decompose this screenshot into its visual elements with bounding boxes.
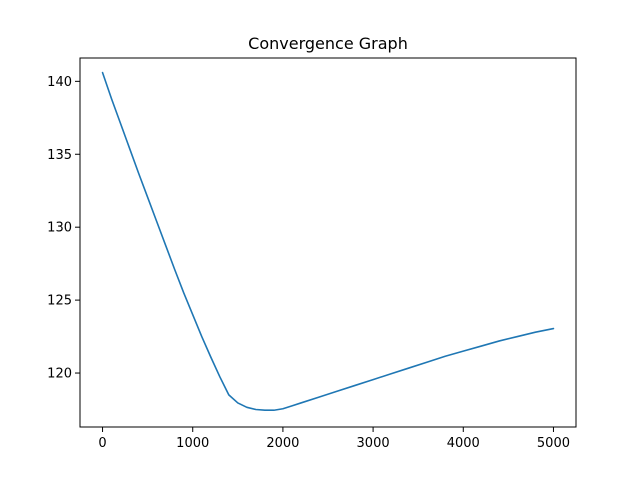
x-tick-label: 4000 xyxy=(447,436,480,451)
y-tick-label: 120 xyxy=(47,367,72,382)
y-tick-label: 140 xyxy=(47,75,72,90)
x-tick-label: 2000 xyxy=(266,436,299,451)
x-tick-label: 3000 xyxy=(357,436,390,451)
x-axis-ticks: 0 1000 2000 3000 4000 5000 xyxy=(98,427,570,451)
y-axis-ticks: 120 125 130 135 140 xyxy=(47,75,80,382)
convergence-line xyxy=(101,71,555,412)
y-tick-label: 130 xyxy=(47,221,72,236)
chart-title: Convergence Graph xyxy=(248,34,408,53)
y-tick-label: 135 xyxy=(47,148,72,163)
plot-frame xyxy=(79,57,577,428)
x-tick-label: 0 xyxy=(98,436,106,451)
y-tick-label: 125 xyxy=(47,294,72,309)
x-tick-label: 1000 xyxy=(176,436,209,451)
x-tick-label: 5000 xyxy=(537,436,570,451)
